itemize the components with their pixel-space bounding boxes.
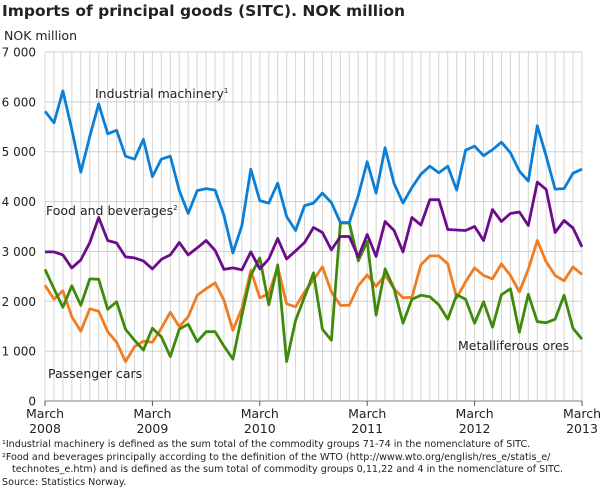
x-tick-label-year: 2013 xyxy=(566,421,598,436)
y-tick-label: 5 000 xyxy=(2,145,36,159)
x-tick-label-month: March xyxy=(348,406,386,421)
y-tick-label: 7 000 xyxy=(2,46,36,60)
footnote-1: ¹Industrial machinery is defined as the … xyxy=(2,439,530,450)
x-tick-label-year: 2010 xyxy=(244,421,276,436)
x-tick-labels: March2008March2009March2010March2011Marc… xyxy=(26,401,601,436)
x-tick-label-month: March xyxy=(26,406,64,421)
series-label-industrial-machinery: Industrial machinery1 xyxy=(95,86,228,101)
x-tick-label-month: March xyxy=(241,406,279,421)
y-tick-label: 4 000 xyxy=(2,195,36,209)
series-label-passenger-cars: Passenger cars xyxy=(48,366,142,381)
series-lines xyxy=(43,89,584,363)
y-tick-label: 3 000 xyxy=(2,245,36,259)
gridlines xyxy=(44,51,583,402)
x-tick-label-year: 2008 xyxy=(29,421,61,436)
y-tick-labels: 0 1 000 2 000 3 000 4 000 5 000 6 000 7 000 xyxy=(2,46,36,409)
y-tick-label: 2 000 xyxy=(2,295,36,309)
footnote-2-continued: technotes_e.htm) and is defined as the s… xyxy=(12,464,563,475)
series-line-metalliferous-ores xyxy=(43,221,584,363)
y-axis-label: NOK million xyxy=(4,28,77,43)
x-tick-label-month: March xyxy=(563,406,601,421)
y-tick-label: 0 xyxy=(28,395,36,409)
y-tick-label: 6 000 xyxy=(2,95,36,109)
series-label-metalliferous-ores: Metalliferous ores xyxy=(458,338,569,353)
x-tick-label-year: 2009 xyxy=(136,421,168,436)
series-line-industrial-machinery xyxy=(43,89,583,255)
series-line-food-and-beverages xyxy=(45,180,584,272)
footnote-2: ²Food and beverages principally accordin… xyxy=(2,452,551,463)
x-tick-label-month: March xyxy=(456,406,494,421)
y-tick-label: 1 000 xyxy=(2,345,36,359)
series-label-food-and-beverages: Food and beverages2 xyxy=(46,203,178,218)
x-tick-label-year: 2011 xyxy=(351,421,383,436)
x-tick-label-year: 2012 xyxy=(459,421,491,436)
x-tick-label-month: March xyxy=(133,406,171,421)
source-note: Source: Statistics Norway. xyxy=(2,477,126,488)
chart-title: Imports of principal goods (SITC). NOK m… xyxy=(2,2,405,20)
